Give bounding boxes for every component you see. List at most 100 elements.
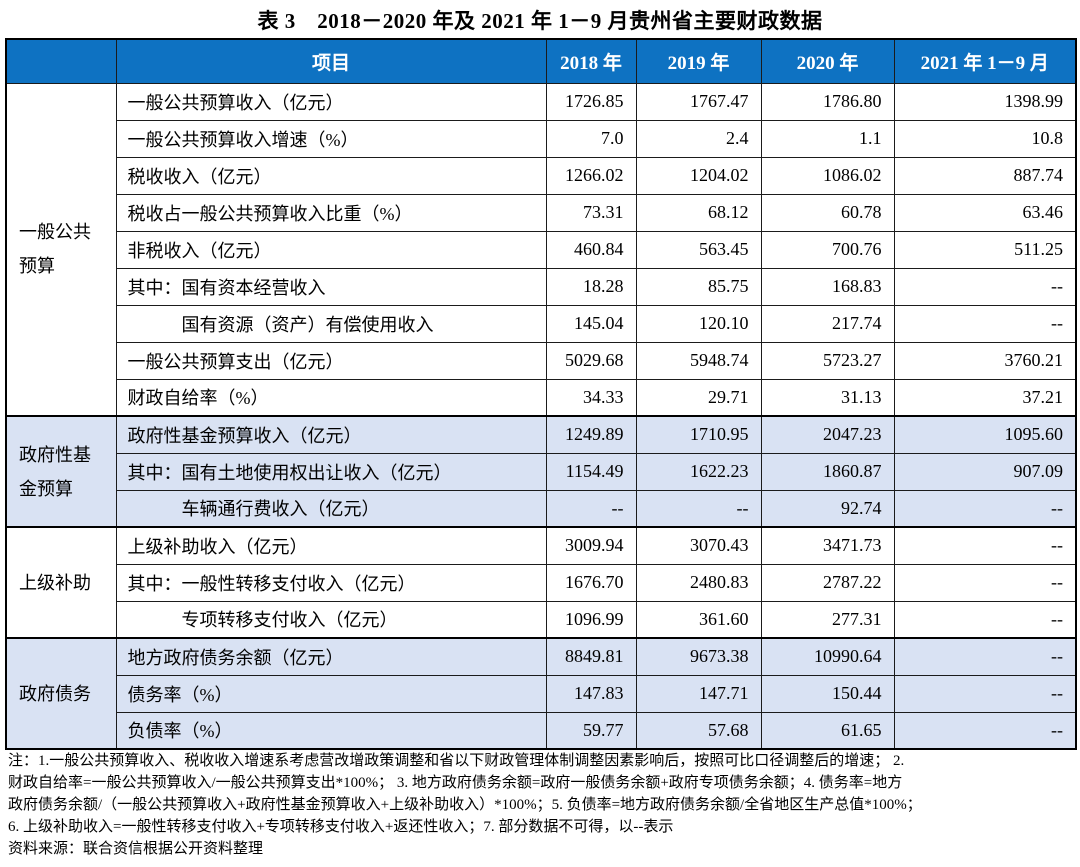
table-row: 政府性基金预算 政府性基金预算收入（亿元） 1249.89 1710.95 2047.2… bbox=[5, 415, 1077, 528]
value-cell: 217.74 bbox=[760, 304, 895, 343]
value-cell: 60.78 bbox=[760, 193, 895, 232]
value-cell: 85.75 bbox=[635, 267, 762, 306]
category-cell: 政府性基金预算 bbox=[5, 415, 117, 528]
table-row: 政府债务 地方政府债务余额（亿元） 8849.81 9673.38 10990.64 -- bbox=[5, 637, 1077, 750]
value-cell: 511.25 bbox=[893, 230, 1077, 269]
note-line: 6. 上级补助收入=一般性转移支付收入+专项转移支付收入+返还性收入；7. 部分… bbox=[8, 819, 674, 835]
value-cell: 1249.89 bbox=[545, 415, 637, 454]
note-line: 政府债务余额/（一般公共预算收入+政府性基金预算收入+上级补助收入）*100%；… bbox=[8, 797, 922, 813]
table-row: 债务率（%） 147.83 147.71 150.44 -- bbox=[6, 674, 1077, 713]
row-label: 财政自给率（%） bbox=[115, 378, 547, 417]
value-cell: 3471.73 bbox=[760, 526, 895, 565]
value-cell: 5723.27 bbox=[760, 341, 895, 380]
row-label: 税收占一般公共预算收入比重（%） bbox=[115, 193, 547, 232]
value-cell: 1676.70 bbox=[545, 563, 637, 602]
value-cell: 63.46 bbox=[893, 193, 1077, 232]
value-cell: 147.83 bbox=[545, 674, 637, 713]
category-cell: 政府债务 bbox=[5, 637, 117, 750]
value-cell: 34.33 bbox=[545, 378, 637, 417]
value-cell: 1622.23 bbox=[635, 452, 762, 491]
row-label: 非税收入（亿元） bbox=[115, 230, 547, 269]
value-cell: 1767.47 bbox=[635, 82, 762, 121]
row-label: 一般公共预算支出（亿元） bbox=[115, 341, 547, 380]
value-cell: -- bbox=[893, 563, 1077, 602]
table-header-row: 项目 2018 年 2019 年 2020 年 2021 年 1－9 月 bbox=[5, 38, 1077, 84]
value-cell: 1860.87 bbox=[760, 452, 895, 491]
value-cell: 700.76 bbox=[760, 230, 895, 269]
value-cell: 29.71 bbox=[635, 378, 762, 417]
value-cell: 7.0 bbox=[545, 119, 637, 158]
row-label: 上级补助收入（亿元） bbox=[115, 526, 547, 565]
value-cell: 8849.81 bbox=[545, 637, 637, 676]
value-cell: -- bbox=[893, 267, 1077, 306]
value-cell: 1086.02 bbox=[760, 156, 895, 195]
row-label: 其中：国有资本经营收入 bbox=[115, 267, 547, 306]
note-line: 财政自给率=一般公共预算收入/一般公共预算支出*100%； 3. 地方政府债务余… bbox=[8, 775, 903, 791]
row-label: 其中：一般性转移支付收入（亿元） bbox=[115, 563, 547, 602]
row-label: 地方政府债务余额（亿元） bbox=[115, 637, 547, 676]
value-cell: -- bbox=[893, 674, 1077, 713]
value-cell: 61.65 bbox=[760, 711, 895, 750]
value-cell: 1095.60 bbox=[893, 415, 1077, 454]
category-cell: 上级补助 bbox=[5, 526, 117, 639]
table-title: 表 3 2018－2020 年及 2021 年 1－9 月贵州省主要财政数据 bbox=[257, 9, 823, 33]
value-cell: 18.28 bbox=[545, 267, 637, 306]
footnotes: 注：1.一般公共预算收入、税收收入增速系考虑营改增政策调整和省以下财政管理体制调… bbox=[8, 750, 1074, 860]
table-row: 财政自给率（%） 34.33 29.71 31.13 37.21 bbox=[6, 378, 1077, 417]
value-cell: -- bbox=[893, 637, 1077, 676]
value-cell: 563.45 bbox=[635, 230, 762, 269]
value-cell: 1204.02 bbox=[635, 156, 762, 195]
column-header-2019: 2019 年 bbox=[635, 38, 762, 84]
table-row: 一般公共预算 一般公共预算收入（亿元） 1726.85 1767.47 1786.80 1… bbox=[5, 82, 1077, 417]
fiscal-data-table: 项目 2018 年 2019 年 2020 年 2021 年 1－9 月 一般公… bbox=[5, 38, 1077, 750]
value-cell: 460.84 bbox=[545, 230, 637, 269]
value-cell: 120.10 bbox=[635, 304, 762, 343]
value-cell: -- bbox=[545, 489, 637, 528]
value-cell: 168.83 bbox=[760, 267, 895, 306]
value-cell: 2787.22 bbox=[760, 563, 895, 602]
table-row: 上级补助 上级补助收入（亿元） 3009.94 3070.43 3471.73 -- bbox=[5, 526, 1077, 639]
value-cell: 361.60 bbox=[635, 600, 762, 639]
value-cell: 1096.99 bbox=[545, 600, 637, 639]
source-line: 资料来源：联合资信根据公开资料整理 bbox=[8, 841, 264, 857]
row-label: 车辆通行费收入（亿元） bbox=[115, 489, 547, 528]
value-cell: 10990.64 bbox=[760, 637, 895, 676]
table-row: 国有资源（资产）有偿使用收入 145.04 120.10 217.74 -- bbox=[6, 304, 1077, 343]
column-header-2021: 2021 年 1－9 月 bbox=[893, 38, 1077, 84]
row-label: 负债率（%） bbox=[115, 711, 547, 750]
value-cell: -- bbox=[893, 600, 1077, 639]
value-cell: 37.21 bbox=[893, 378, 1077, 417]
value-cell: 907.09 bbox=[893, 452, 1077, 491]
value-cell: -- bbox=[893, 711, 1077, 750]
row-label: 国有资源（资产）有偿使用收入 bbox=[115, 304, 547, 343]
value-cell: -- bbox=[893, 489, 1077, 528]
value-cell: 1710.95 bbox=[635, 415, 762, 454]
value-cell: 1786.80 bbox=[760, 82, 895, 121]
table-row: 负债率（%） 59.77 57.68 61.65 -- bbox=[6, 711, 1077, 750]
column-header-2018: 2018 年 bbox=[545, 38, 637, 84]
value-cell: 1266.02 bbox=[545, 156, 637, 195]
value-cell: 59.77 bbox=[545, 711, 637, 750]
row-label: 专项转移支付收入（亿元） bbox=[115, 600, 547, 639]
value-cell: 31.13 bbox=[760, 378, 895, 417]
value-cell: 2047.23 bbox=[760, 415, 895, 454]
value-cell: 277.31 bbox=[760, 600, 895, 639]
note-line: 注：1.一般公共预算收入、税收收入增速系考虑营改增政策调整和省以下财政管理体制调… bbox=[8, 753, 905, 769]
value-cell: 147.71 bbox=[635, 674, 762, 713]
value-cell: 1726.85 bbox=[545, 82, 637, 121]
table-row: 其中：国有土地使用权出让收入（亿元） 1154.49 1622.23 1860.87 9… bbox=[6, 452, 1077, 491]
value-cell: 2480.83 bbox=[635, 563, 762, 602]
value-cell: 5029.68 bbox=[545, 341, 637, 380]
value-cell: 1154.49 bbox=[545, 452, 637, 491]
row-label: 政府性基金预算收入（亿元） bbox=[115, 415, 547, 454]
table-row: 车辆通行费收入（亿元） -- -- 92.74 -- bbox=[6, 489, 1077, 528]
value-cell: 3070.43 bbox=[635, 526, 762, 565]
value-cell: -- bbox=[635, 489, 762, 528]
table-row: 其中：一般性转移支付收入（亿元） 1676.70 2480.83 2787.22 -- bbox=[6, 563, 1077, 602]
row-label: 一般公共预算收入（亿元） bbox=[115, 82, 547, 121]
value-cell: 92.74 bbox=[760, 489, 895, 528]
value-cell: -- bbox=[893, 526, 1077, 565]
value-cell: 1398.99 bbox=[893, 82, 1077, 121]
table-row: 专项转移支付收入（亿元） 1096.99 361.60 277.31 -- bbox=[6, 600, 1077, 639]
value-cell: 10.8 bbox=[893, 119, 1077, 158]
